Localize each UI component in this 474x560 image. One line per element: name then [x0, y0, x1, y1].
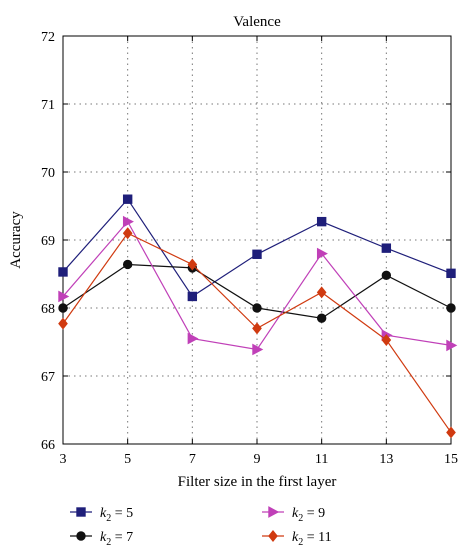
data-point — [316, 247, 328, 260]
data-point — [252, 322, 262, 335]
data-point — [316, 286, 327, 299]
series-3 — [58, 227, 456, 439]
y-tick-label: 67 — [41, 370, 55, 385]
legend-marker — [76, 507, 86, 517]
legend-label: k2 = 11 — [292, 530, 332, 548]
legend-entry: k2 = 11 — [262, 530, 332, 548]
data-point — [58, 290, 70, 303]
legend-marker — [76, 531, 86, 541]
data-point — [446, 268, 456, 279]
data-point — [122, 227, 133, 240]
y-axis-label: Accuracy — [8, 211, 24, 269]
y-tick-label: 72 — [41, 30, 55, 45]
data-point — [122, 194, 133, 204]
data-point — [58, 317, 68, 330]
data-point — [187, 258, 198, 271]
x-tick-label: 3 — [60, 452, 67, 467]
data-point — [446, 339, 458, 352]
data-point — [381, 243, 392, 253]
x-tick-label: 15 — [444, 452, 458, 467]
data-point — [187, 332, 199, 345]
x-tick-label: 9 — [254, 452, 261, 467]
legend-marker — [268, 506, 280, 518]
data-point — [252, 303, 262, 313]
data-point — [122, 215, 134, 228]
chart-title: Valence — [233, 14, 281, 30]
data-point — [316, 216, 327, 227]
data-point — [58, 267, 68, 277]
x-axis-label: Filter size in the first layer — [178, 474, 337, 490]
data-point — [122, 259, 133, 270]
legend-entry: k2 = 5 — [70, 506, 133, 524]
legend-entry: k2 = 9 — [262, 506, 325, 524]
data-point — [187, 291, 198, 302]
series-line — [62, 198, 452, 298]
axis-ticks: 3 5 7 9 11 13 15 66 67 68 69 70 71 72 — [41, 30, 458, 467]
y-tick-label: 66 — [41, 438, 55, 453]
x-tick-label: 11 — [315, 452, 328, 467]
legend-label: k2 = 7 — [100, 530, 133, 548]
data-point — [381, 270, 392, 281]
legend-marker — [268, 530, 278, 542]
data-point — [58, 303, 68, 313]
data-point — [446, 426, 456, 439]
legend: k2 = 5 k2 = 7 k2 = 9 k2 = 11 — [70, 506, 332, 548]
x-tick-label: 5 — [124, 452, 131, 467]
series-group — [58, 194, 458, 439]
y-tick-label: 68 — [41, 302, 55, 317]
x-tick-label: 7 — [189, 452, 196, 467]
data-point — [252, 343, 264, 356]
series-1 — [58, 259, 456, 323]
y-tick-label: 69 — [41, 234, 55, 249]
data-point — [316, 313, 327, 323]
data-point — [446, 303, 456, 313]
data-point — [381, 333, 392, 346]
series-0 — [58, 194, 456, 302]
data-point — [252, 249, 262, 259]
x-tick-label: 13 — [379, 452, 393, 467]
legend-entry: k2 = 7 — [70, 530, 133, 548]
grid-lines — [63, 36, 451, 444]
legend-label: k2 = 9 — [292, 506, 325, 524]
y-tick-label: 70 — [41, 166, 55, 181]
legend-label: k2 = 5 — [100, 506, 133, 524]
y-tick-label: 71 — [41, 98, 55, 113]
